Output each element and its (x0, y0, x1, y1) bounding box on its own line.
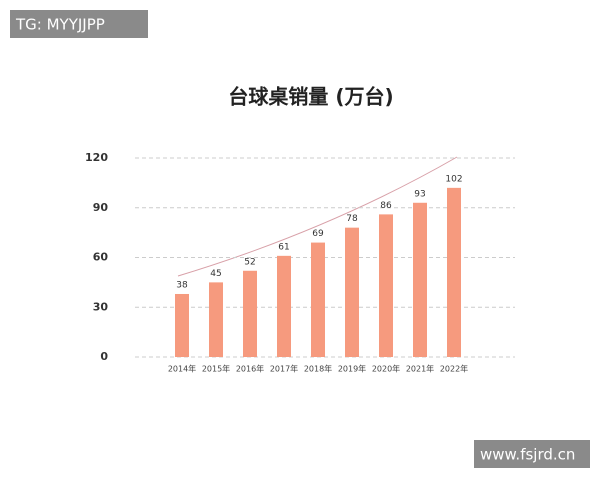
y-tick-label: 0 (100, 350, 108, 363)
value-label: 78 (346, 214, 358, 224)
x-tick-label: 2020年 (372, 364, 400, 374)
bar (345, 227, 359, 357)
chart-title: 台球桌销量 (万台) (228, 85, 393, 109)
bar (243, 270, 257, 357)
trend-curve (177, 156, 458, 277)
bar (175, 293, 189, 357)
value-label: 93 (414, 189, 425, 199)
x-tick-label: 2017年 (270, 364, 298, 374)
x-tick-label: 2018年 (304, 364, 332, 374)
bar (447, 187, 461, 357)
y-tick-label: 30 (93, 300, 109, 313)
value-label: 61 (278, 242, 289, 252)
bar (209, 282, 223, 357)
value-label: 102 (445, 174, 462, 184)
x-tick-label: 2019年 (338, 364, 366, 374)
y-tick-label: 90 (93, 201, 109, 214)
value-label: 38 (176, 280, 188, 290)
watermark: TG: MYYJJPP (15, 16, 105, 34)
value-label: 52 (244, 257, 255, 267)
x-tick-label: 2015年 (202, 364, 230, 374)
bar (379, 214, 393, 357)
bar (277, 255, 291, 357)
y-tick-label: 120 (85, 151, 108, 164)
bar (311, 242, 325, 357)
x-tick-label: 2014年 (168, 364, 196, 374)
x-tick-label: 2016年 (236, 364, 264, 374)
watermark-box (474, 440, 590, 468)
watermark-box (10, 10, 148, 38)
value-label: 86 (380, 201, 392, 211)
y-tick-label: 60 (93, 251, 109, 264)
value-label: 69 (312, 229, 324, 239)
watermark: www.fsjrd.cn (480, 446, 575, 464)
x-tick-label: 2021年 (406, 364, 434, 374)
bar (413, 202, 427, 357)
x-tick-label: 2022年 (440, 364, 468, 374)
value-label: 45 (210, 269, 221, 279)
